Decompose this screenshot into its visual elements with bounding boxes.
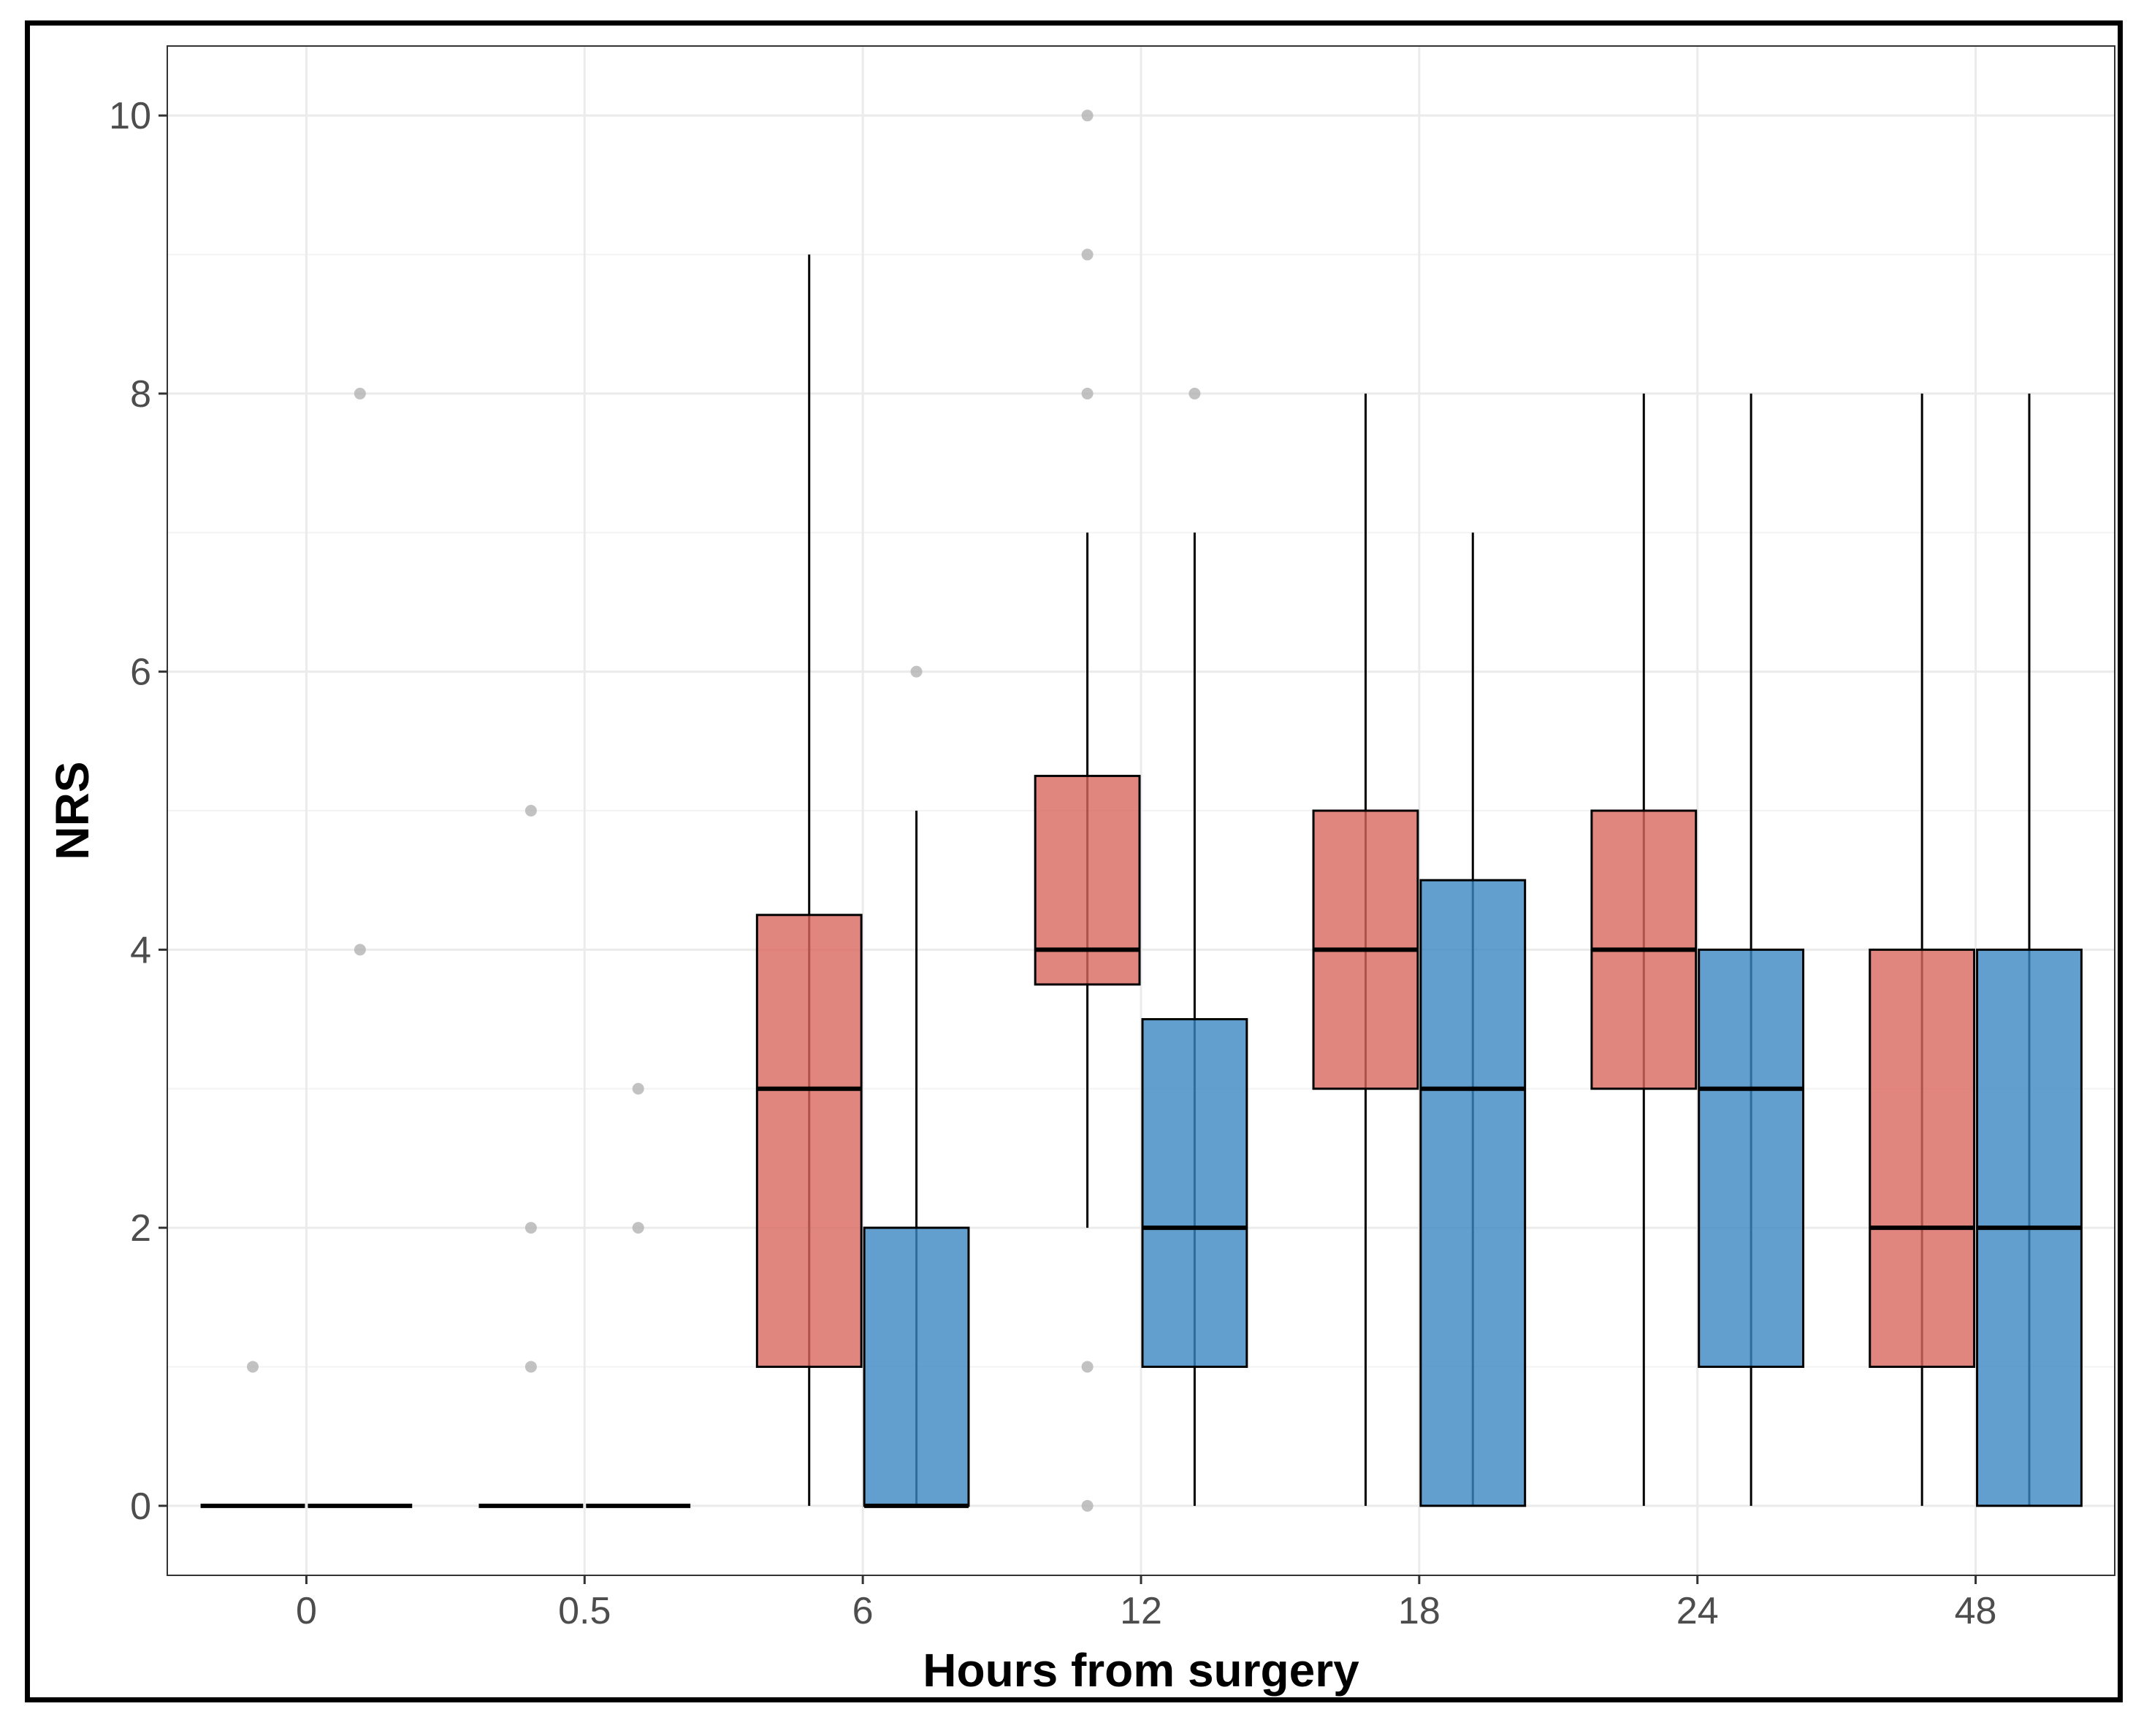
- y-tick-label: 0: [130, 1485, 151, 1528]
- outlier-point: [354, 387, 366, 399]
- box-group_b-12: [1141, 387, 1248, 1506]
- box-group_a-18: [1312, 393, 1419, 1506]
- box-body: [755, 914, 863, 1368]
- outlier-point: [524, 805, 537, 817]
- box-group_a-48: [1869, 393, 1976, 1506]
- outlier-point: [910, 665, 923, 678]
- box-group_a-6: [755, 254, 863, 1506]
- x-tick-label: 6: [852, 1590, 874, 1632]
- box-body: [1419, 879, 1527, 1507]
- box-group_b-48: [1976, 393, 2083, 1507]
- outlier-point: [1188, 387, 1201, 399]
- x-tick-label: 24: [1676, 1590, 1719, 1632]
- box-body: [1141, 1018, 1248, 1368]
- box-group_a-24: [1590, 393, 1698, 1506]
- y-tick-label: 8: [130, 373, 151, 416]
- box-body: [863, 1226, 970, 1507]
- y-tick-label: 2: [130, 1207, 151, 1250]
- box-group_b-18: [1419, 532, 1527, 1507]
- box-body: [1034, 774, 1141, 986]
- x-tick-label: 0.5: [558, 1590, 611, 1632]
- outlier-point: [1081, 387, 1094, 399]
- outlier-point: [247, 1361, 259, 1373]
- outlier-point: [1081, 1499, 1094, 1512]
- x-tick-label: 0: [296, 1590, 317, 1632]
- figure-frame: 0 2 4 6 8 10 0 0.5 6 12 18 24 48 Hours from surgery …: [25, 20, 2123, 1702]
- outlier-point: [524, 1361, 537, 1373]
- outlier-point: [354, 944, 366, 956]
- y-tick-label: 10: [109, 95, 151, 137]
- box-group_a-0: [200, 1361, 305, 1508]
- outlier-point: [632, 1082, 644, 1095]
- box-group_b-0.5: [586, 1082, 691, 1508]
- x-tick-label: 12: [1120, 1590, 1162, 1632]
- box-body: [1869, 948, 1976, 1368]
- x-tick-label: 18: [1398, 1590, 1441, 1632]
- outlier-point: [1081, 1361, 1094, 1373]
- box-group_a-0.5: [478, 805, 584, 1508]
- outlier-point: [524, 1222, 537, 1234]
- box-group_b-6: [863, 665, 970, 1508]
- outlier-point: [1081, 110, 1094, 122]
- box-group_b-0: [308, 387, 413, 1508]
- y-tick-label: 4: [130, 929, 151, 971]
- box-group_a-12: [1034, 110, 1141, 1512]
- box-layer: [200, 110, 2083, 1512]
- outlier-point: [632, 1222, 644, 1234]
- box-group_b-24: [1698, 393, 1805, 1506]
- y-axis-title: NRS: [46, 761, 99, 860]
- x-tick-label: 48: [1955, 1590, 1997, 1632]
- outlier-point: [1081, 248, 1094, 261]
- grid-layer: [167, 46, 2115, 1575]
- box-body: [1698, 948, 1805, 1368]
- y-tick-label: 6: [130, 651, 151, 694]
- x-axis-title: Hours from surgery: [923, 1644, 1359, 1697]
